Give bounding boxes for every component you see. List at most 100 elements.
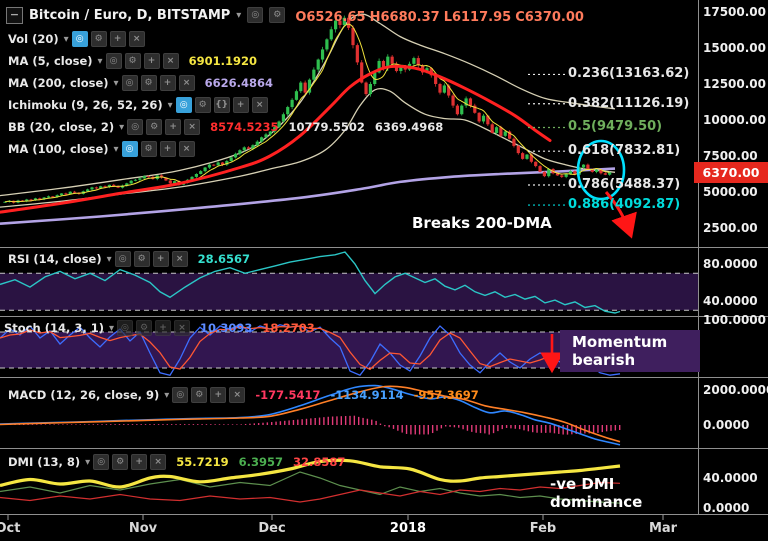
indicator-label[interactable]: Ichimoku (9, 26, 52, 26) bbox=[8, 98, 163, 112]
visibility-icon[interactable]: ◎ bbox=[71, 31, 88, 47]
add-icon[interactable]: + bbox=[159, 141, 176, 157]
indicator-label[interactable]: BB (20, close, 2) bbox=[8, 120, 115, 134]
settings-icon[interactable]: ⚙ bbox=[140, 75, 157, 91]
indicator-value: 18.2703 bbox=[262, 321, 315, 335]
time-axis-label: Feb bbox=[529, 521, 557, 536]
macd-pane[interactable] bbox=[0, 384, 621, 446]
chevron-down-icon[interactable]: ▾ bbox=[113, 143, 119, 155]
annotation-line: bearish bbox=[572, 351, 636, 369]
annotation-line: Momentum bbox=[572, 333, 668, 351]
ma5-line bbox=[4, 23, 610, 203]
ohlc-value: O6526.65 bbox=[295, 9, 366, 25]
close-icon[interactable]: × bbox=[178, 141, 195, 157]
indicator-label[interactable]: MA (100, close) bbox=[8, 142, 109, 156]
chevron-down-icon[interactable]: ▾ bbox=[167, 99, 173, 111]
annotation-breaks-dma: Breaks 200-DMA bbox=[412, 214, 552, 232]
ohlc-value: H6680.37 bbox=[369, 9, 440, 25]
settings-icon[interactable]: ⚙ bbox=[140, 141, 157, 157]
indicator-label[interactable]: MA (200, close) bbox=[8, 76, 109, 90]
close-icon[interactable]: × bbox=[150, 454, 167, 470]
add-icon[interactable]: + bbox=[152, 251, 169, 267]
close-icon[interactable]: × bbox=[229, 387, 246, 403]
add-icon[interactable]: + bbox=[210, 387, 227, 403]
settings-icon[interactable]: ⚙ bbox=[269, 7, 286, 23]
chevron-down-icon[interactable]: ▾ bbox=[106, 253, 112, 265]
close-icon[interactable]: × bbox=[178, 75, 195, 91]
visibility-icon[interactable]: ◎ bbox=[172, 387, 189, 403]
indicator-value: 6901.1920 bbox=[188, 54, 257, 68]
time-axis-label: Oct bbox=[0, 521, 21, 536]
visibility-icon[interactable]: ◎ bbox=[105, 53, 122, 69]
settings-icon[interactable]: ⚙ bbox=[135, 320, 152, 336]
add-icon[interactable]: + bbox=[109, 31, 126, 47]
add-icon[interactable]: + bbox=[232, 97, 249, 113]
close-icon[interactable]: × bbox=[128, 31, 145, 47]
close-icon[interactable]: × bbox=[171, 251, 188, 267]
settings-icon[interactable]: ⚙ bbox=[146, 119, 163, 135]
settings-icon[interactable]: ⚙ bbox=[112, 454, 129, 470]
rsi-pane[interactable] bbox=[0, 251, 621, 314]
close-icon[interactable]: × bbox=[251, 97, 268, 113]
axis-tick-label: 7500.00 bbox=[703, 149, 758, 163]
chevron-down-icon[interactable]: ▾ bbox=[164, 389, 170, 401]
close-icon[interactable]: × bbox=[173, 320, 190, 336]
indicator-label[interactable]: RSI (14, close) bbox=[8, 252, 102, 266]
add-icon[interactable]: + bbox=[143, 53, 160, 69]
visibility-icon[interactable]: ◎ bbox=[121, 75, 138, 91]
main-price-pane[interactable] bbox=[0, 13, 637, 239]
chevron-down-icon[interactable]: ▾ bbox=[63, 33, 69, 45]
settings-icon[interactable]: ⚙ bbox=[194, 97, 211, 113]
visibility-icon[interactable]: ◎ bbox=[114, 251, 131, 267]
rsi-line bbox=[0, 251, 621, 314]
visibility-icon[interactable]: ◎ bbox=[247, 7, 264, 23]
dmi-pane[interactable] bbox=[0, 458, 621, 504]
stoch-pane[interactable] bbox=[0, 324, 621, 376]
settings-icon[interactable]: ⚙ bbox=[90, 31, 107, 47]
add-icon[interactable]: + bbox=[154, 320, 171, 336]
indicator-value: 55.7219 bbox=[176, 455, 229, 469]
visibility-icon[interactable]: ◎ bbox=[116, 320, 133, 336]
indicator-label[interactable]: Vol (20) bbox=[8, 32, 59, 46]
chevron-down-icon[interactable]: ▾ bbox=[85, 456, 91, 468]
time-axis-label: Mar bbox=[648, 521, 678, 536]
settings-icon[interactable]: ⚙ bbox=[191, 387, 208, 403]
indicator-label[interactable]: DMI (13, 8) bbox=[8, 455, 81, 469]
indicator-value: 6.3957 bbox=[238, 455, 283, 469]
stoch-k-line bbox=[0, 324, 621, 376]
visibility-icon[interactable]: ◎ bbox=[121, 141, 138, 157]
chevron-down-icon[interactable]: ▾ bbox=[113, 77, 119, 89]
indicator-label[interactable]: MA (5, close) bbox=[8, 54, 93, 68]
collapse-panel-icon[interactable]: − bbox=[6, 6, 23, 24]
indicator-value: -957.3697 bbox=[413, 388, 479, 402]
source-code-icon[interactable]: {} bbox=[213, 97, 230, 113]
breakdown-arrow bbox=[604, 191, 637, 239]
indicator-legend-rsi: RSI (14, close) ▾ ◎ ⚙ + × 28.6567 bbox=[8, 251, 250, 267]
visibility-icon[interactable]: ◎ bbox=[93, 454, 110, 470]
symbol-title[interactable]: Bitcoin / Euro, D, BITSTAMP bbox=[29, 7, 231, 23]
indicator-label[interactable]: Stoch (14, 3, 1) bbox=[4, 321, 104, 335]
axis-tick-label: 40.0000 bbox=[703, 294, 758, 308]
indicator-legend-vol: Vol (20) ▾ ◎ ⚙ + × bbox=[8, 31, 145, 47]
axis-tick-label: 2500.00 bbox=[703, 221, 758, 235]
visibility-icon[interactable]: ◎ bbox=[127, 119, 144, 135]
annotation-line: -ve DMI bbox=[550, 475, 615, 493]
add-icon[interactable]: + bbox=[165, 119, 182, 135]
close-icon[interactable]: × bbox=[162, 53, 179, 69]
indicator-label[interactable]: MACD (12, 26, close, 9) bbox=[8, 388, 160, 402]
annotation-momentum-bearish: Momentum bearish bbox=[560, 330, 700, 372]
rsi-band bbox=[0, 272, 698, 311]
highlight-ellipse bbox=[576, 139, 626, 201]
settings-icon[interactable]: ⚙ bbox=[124, 53, 141, 69]
settings-icon[interactable]: ⚙ bbox=[133, 251, 150, 267]
chevron-down-icon[interactable]: ▾ bbox=[97, 55, 103, 67]
chevron-down-icon[interactable]: ▾ bbox=[108, 322, 114, 334]
visibility-icon[interactable]: ◎ bbox=[175, 97, 192, 113]
add-icon[interactable]: + bbox=[131, 454, 148, 470]
chevron-down-icon[interactable]: ▾ bbox=[119, 121, 125, 133]
time-axis-label: Nov bbox=[128, 521, 158, 536]
chevron-down-icon[interactable]: ▾ bbox=[236, 9, 242, 21]
add-icon[interactable]: + bbox=[159, 75, 176, 91]
axis-tick-label: 2000.0000 bbox=[703, 383, 768, 397]
close-icon[interactable]: × bbox=[184, 119, 201, 135]
